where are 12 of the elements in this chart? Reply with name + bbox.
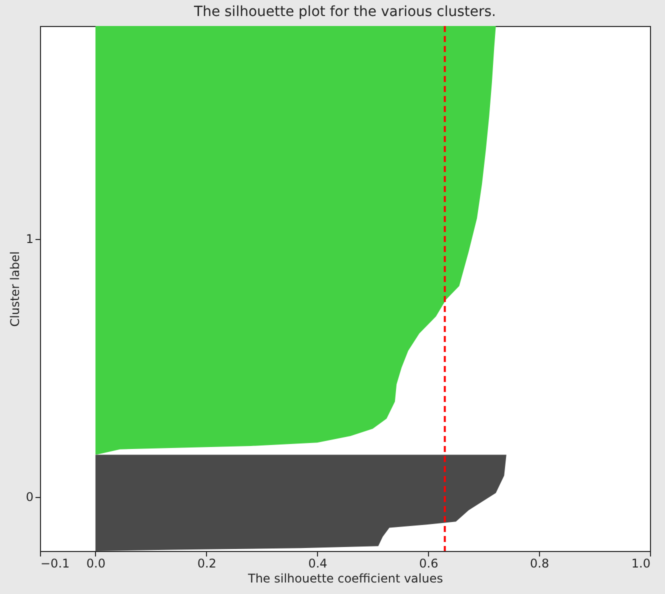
x-tick-label: 1.0	[631, 556, 650, 570]
x-tick-label: 0.6	[419, 556, 438, 570]
x-axis-title: The silhouette coefficient values	[247, 572, 443, 586]
chart-title: The silhouette plot for the various clusters.	[193, 4, 496, 20]
x-tick-label: 0.2	[197, 556, 216, 570]
x-tick-label: 0.8	[530, 556, 550, 570]
x-tick-label: −0.1	[40, 556, 70, 570]
x-tick-label: 0.0	[86, 556, 106, 570]
y-tick-label: 0	[26, 490, 34, 504]
y-tick-label: 1	[26, 232, 34, 246]
y-axis-title: Cluster label	[8, 251, 22, 327]
x-tick-label: 0.4	[308, 556, 328, 570]
